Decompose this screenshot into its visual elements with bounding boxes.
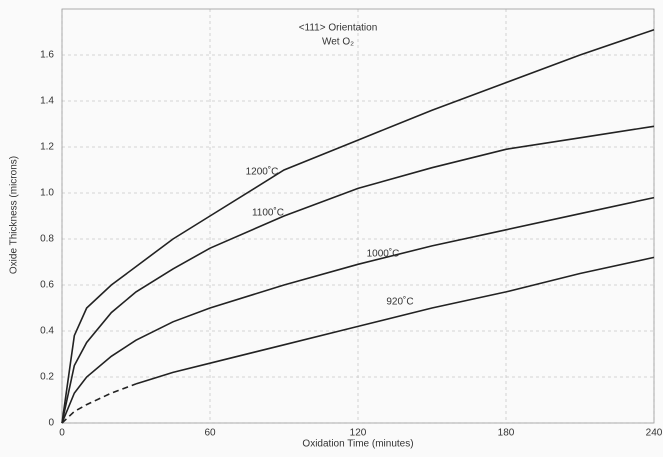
y-tick-label: 1.0 <box>40 188 54 199</box>
series-label: 1100˚C <box>252 207 284 219</box>
y-tick-label: 0.6 <box>40 280 54 291</box>
x-tick-label: 180 <box>498 428 515 439</box>
x-tick-label: 0 <box>59 428 65 439</box>
annotation: <111> Orientation <box>299 23 378 34</box>
background <box>0 0 663 457</box>
y-axis-label: Oxide Thickness (microns) <box>9 156 20 274</box>
annotation: Wet O₂ <box>322 37 354 48</box>
y-tick-label: 0.8 <box>40 234 54 245</box>
x-tick-label: 120 <box>350 428 367 439</box>
x-tick-label: 60 <box>204 428 216 439</box>
y-tick-label: 1.4 <box>40 96 54 107</box>
series-label: 920˚C <box>386 296 413 308</box>
y-tick-label: 1.6 <box>40 50 54 61</box>
series-label: 1200˚C <box>246 166 279 178</box>
x-axis-label: Oxidation Time (minutes) <box>302 439 413 450</box>
series-label: 1000˚C <box>367 248 400 260</box>
y-tick-label: 0.4 <box>40 326 54 337</box>
y-tick-label: 0.2 <box>40 372 54 383</box>
y-tick-label: 0 <box>48 418 54 429</box>
chart: Oxidation Time (minutes) Oxide Thickness… <box>0 0 663 457</box>
x-tick-label: 240 <box>646 428 663 439</box>
y-tick-label: 1.2 <box>40 142 54 153</box>
